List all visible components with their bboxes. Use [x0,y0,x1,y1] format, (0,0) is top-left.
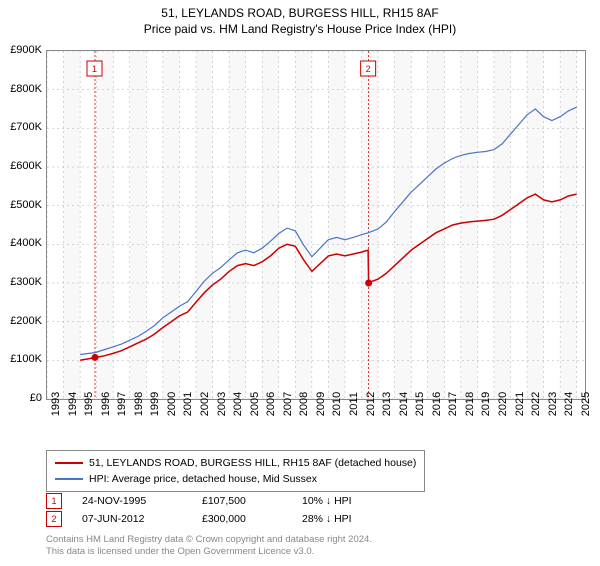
y-tick-label: £500K [10,199,42,211]
plot-svg: 12 [47,51,585,399]
legend-label: 51, LEYLANDS ROAD, BURGESS HILL, RH15 8A… [89,457,416,469]
x-tick-label: 2023 [547,392,559,416]
marker-diff: 28% ↓ HPI [302,513,442,525]
footnote: Contains HM Land Registry data © Crown c… [46,534,372,558]
x-tick-label: 2004 [232,392,244,416]
x-tick-label: 2022 [530,392,542,416]
chart-container: 51, LEYLANDS ROAD, BURGESS HILL, RH15 8A… [0,6,600,566]
y-tick-label: £700K [10,121,42,133]
x-tick-label: 2017 [447,392,459,416]
legend-label: HPI: Average price, detached house, Mid … [89,473,317,485]
x-tick-label: 2014 [398,392,410,416]
x-tick-label: 1995 [83,392,95,416]
legend: 51, LEYLANDS ROAD, BURGESS HILL, RH15 8A… [46,450,425,492]
x-tick-label: 2009 [315,392,327,416]
markers-table: 1 24-NOV-1995 £107,500 10% ↓ HPI 2 07-JU… [46,492,442,528]
marker-badge: 1 [46,493,62,509]
marker-price: £107,500 [202,495,302,507]
y-tick-label: £200K [10,315,42,327]
x-tick-label: 2019 [480,392,492,416]
x-tick-label: 2008 [298,392,310,416]
x-tick-label: 2006 [265,392,277,416]
x-tick-label: 2020 [497,392,509,416]
footnote-line: Contains HM Land Registry data © Crown c… [46,534,372,546]
x-tick-label: 1997 [116,392,128,416]
legend-swatch [55,478,83,480]
x-tick-label: 2013 [381,392,393,416]
y-tick-label: £100K [10,353,42,365]
footnote-line: This data is licensed under the Open Gov… [46,546,372,558]
y-tick-label: £300K [10,276,42,288]
marker-badge: 2 [46,511,62,527]
x-tick-label: 2016 [431,392,443,416]
marker-row: 1 24-NOV-1995 £107,500 10% ↓ HPI [46,492,442,510]
marker-date: 07-JUN-2012 [82,513,202,525]
x-tick-label: 2005 [249,392,261,416]
x-tick-label: 1994 [67,392,79,416]
chart-subtitle: Price paid vs. HM Land Registry's House … [0,22,600,36]
y-tick-label: £0 [30,392,42,404]
legend-item: HPI: Average price, detached house, Mid … [55,471,416,487]
plot-area: 12 [46,50,586,400]
x-tick-label: 2011 [348,392,360,416]
legend-swatch [55,462,83,464]
x-tick-label: 1996 [100,392,112,416]
x-tick-label: 2000 [166,392,178,416]
x-tick-label: 2018 [464,392,476,416]
chart-title: 51, LEYLANDS ROAD, BURGESS HILL, RH15 8A… [0,6,600,20]
x-tick-label: 2012 [365,392,377,416]
x-tick-label: 2025 [580,392,592,416]
marker-diff: 10% ↓ HPI [302,495,442,507]
marker-price: £300,000 [202,513,302,525]
y-tick-label: £900K [10,44,42,56]
x-tick-label: 2015 [414,392,426,416]
x-tick-label: 2024 [563,392,575,416]
svg-text:2: 2 [366,64,371,74]
y-tick-label: £600K [10,160,42,172]
x-tick-label: 2021 [514,392,526,416]
x-tick-label: 2007 [282,392,294,416]
x-tick-label: 1999 [149,392,161,416]
svg-text:1: 1 [92,64,97,74]
marker-row: 2 07-JUN-2012 £300,000 28% ↓ HPI [46,510,442,528]
x-tick-label: 2010 [331,392,343,416]
legend-item: 51, LEYLANDS ROAD, BURGESS HILL, RH15 8A… [55,455,416,471]
y-tick-label: £400K [10,237,42,249]
x-tick-label: 2001 [182,392,194,416]
marker-date: 24-NOV-1995 [82,495,202,507]
x-tick-label: 2003 [216,392,228,416]
y-tick-label: £800K [10,83,42,95]
x-tick-label: 2002 [199,392,211,416]
x-tick-label: 1993 [50,392,62,416]
x-tick-label: 1998 [133,392,145,416]
